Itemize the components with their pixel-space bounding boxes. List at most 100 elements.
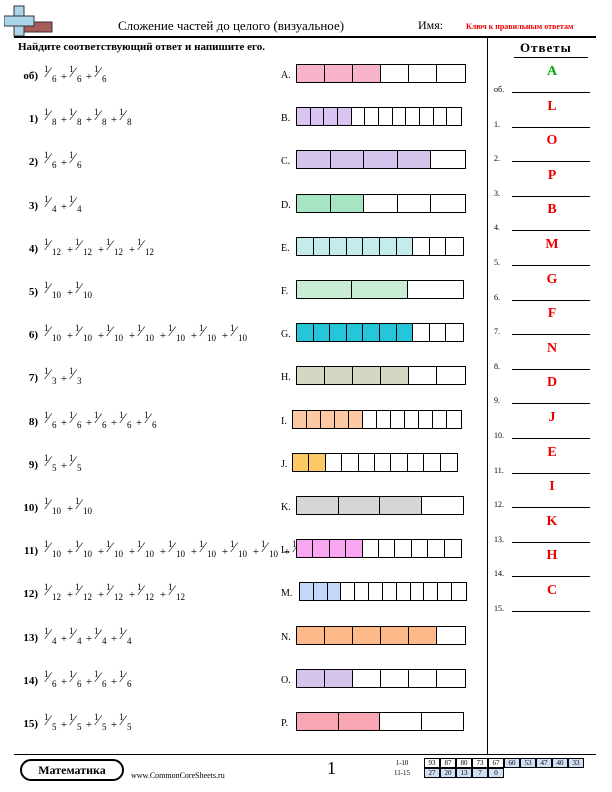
fraction-slash: ⁄ [72, 713, 75, 729]
fraction-denominator: 3 [77, 376, 82, 387]
option-letter: B. [281, 113, 291, 125]
answer-blank-line[interactable] [512, 126, 590, 128]
bar-cell-shaded [309, 453, 326, 471]
bar-cell-shaded [297, 151, 331, 169]
bar-cell-shaded [330, 194, 365, 212]
option-letter: J. [281, 458, 288, 470]
fraction-numerator: 1 [44, 193, 49, 204]
answer-blank-line[interactable] [512, 611, 590, 612]
answer-row: 14. H [494, 548, 598, 578]
answer-blank-line[interactable] [512, 334, 590, 336]
bar-cell-empty [395, 540, 412, 558]
fraction-denominator: 12 [114, 592, 123, 603]
unit-fraction: 1 ⁄ 6 [119, 669, 134, 691]
fraction-bar [292, 452, 458, 472]
unit-fraction: 1⁄10 [75, 323, 96, 345]
bar-cell-shaded [297, 367, 325, 385]
bar-cell-shaded [293, 410, 307, 428]
bar-cell-empty [365, 108, 379, 126]
unit-fraction: 1 ⁄ 4 [44, 626, 59, 648]
fraction-denominator: 4 [77, 203, 82, 214]
score-cell: 27 [424, 768, 440, 778]
option-letter: O. [281, 674, 291, 686]
answer-blank-line[interactable] [512, 195, 590, 197]
bar-cell-empty [379, 540, 396, 558]
question-row: 7) 1 ⁄ 3 +1 ⁄ 3 H. [0, 366, 485, 416]
fraction-numerator: 1 [69, 625, 74, 636]
bar-cell-empty [379, 108, 393, 126]
fraction-bar [299, 582, 467, 602]
bar-cell-empty [446, 324, 463, 341]
unit-fraction: 1⁄10 [44, 539, 65, 561]
bar-cell-shaded [297, 713, 339, 730]
fraction-slash: ⁄ [109, 237, 112, 254]
fraction-denominator: 5 [52, 462, 57, 473]
bar-cell-shaded [364, 151, 398, 169]
answer-row: 2. O [494, 133, 598, 163]
bar-cell-shaded [363, 324, 380, 342]
plus-sign: + [60, 416, 68, 429]
unit-fraction: 1⁄10 [199, 323, 220, 345]
answer-blank-line[interactable] [512, 576, 590, 578]
unit-fraction: 1 ⁄ 8 [44, 107, 59, 129]
score-cell: 60 [504, 758, 520, 768]
fraction-numerator: 1 [75, 582, 80, 593]
fraction-bar [296, 496, 464, 515]
answer-blank-line[interactable] [512, 161, 590, 163]
plus-sign: + [128, 589, 136, 602]
bar-cell-empty [434, 108, 448, 126]
fraction-expression: 1 ⁄ 5 +1 ⁄ 5 +1 ⁄ 5 +1 ⁄ 5 [44, 712, 134, 734]
unit-fraction: 1 ⁄ 4 [69, 194, 84, 216]
fraction-bar [296, 280, 464, 299]
fraction-numerator: 1 [168, 582, 173, 593]
answer-blank-line[interactable] [512, 368, 590, 370]
fraction-numerator: 1 [119, 625, 124, 636]
bar-cell-empty [430, 324, 447, 342]
fraction-bar [296, 712, 464, 731]
fraction-slash: ⁄ [122, 626, 125, 643]
fraction-denominator: 5 [77, 462, 82, 473]
bar-cell-shaded [353, 626, 381, 644]
fraction-expression: 1 ⁄ 6 +1 ⁄ 6 +1 ⁄ 6 +1 ⁄ 6 [44, 669, 134, 691]
fraction-numerator: 1 [69, 193, 74, 204]
question-number: 6) [28, 329, 38, 342]
answer-value: H [546, 548, 558, 564]
fraction-expression: 1 ⁄ 8 +1 ⁄ 8 +1 ⁄ 8 +1 ⁄ 8 [44, 107, 134, 129]
fraction-numerator: 1 [75, 539, 80, 550]
fraction-bar [296, 366, 466, 386]
answer-number: 6. [494, 292, 500, 302]
fraction-slash: ⁄ [78, 281, 81, 297]
fraction-slash: ⁄ [140, 583, 143, 600]
fraction-numerator: 1 [44, 236, 49, 247]
answer-value: F [547, 306, 557, 322]
plus-sign: + [110, 675, 118, 688]
answer-blank-line[interactable] [512, 472, 590, 474]
answer-blank-line[interactable] [512, 403, 590, 405]
answer-blank-line[interactable] [512, 541, 590, 543]
answer-blank-line[interactable] [512, 438, 590, 439]
site-url: www.CommonCoreSheets.ru [131, 771, 225, 780]
bar-cell-empty [408, 453, 425, 471]
question-row: 2) 1 ⁄ 6 +1 ⁄ 6 C. [0, 150, 485, 200]
fraction-slash: ⁄ [72, 626, 75, 643]
bar-cell-shaded [396, 324, 414, 342]
bar-cell-empty [411, 583, 425, 601]
fraction-numerator: 1 [106, 323, 111, 334]
answer-blank-line[interactable] [512, 230, 590, 232]
option-letter: N. [281, 631, 291, 643]
bar-cell-empty [393, 108, 407, 126]
option-letter: H. [281, 372, 291, 384]
fraction-numerator: 1 [44, 582, 49, 593]
unit-fraction: 1 ⁄ 12 [168, 582, 189, 604]
unit-fraction: 1 ⁄ 5 [119, 712, 134, 734]
fraction-slash: ⁄ [72, 194, 75, 211]
fraction-denominator: 10 [83, 333, 92, 344]
answer-blank-line[interactable] [512, 265, 590, 266]
unit-fraction: 1 ⁄ 6 [94, 64, 109, 86]
answer-number: 3. [494, 188, 500, 198]
answer-blank-line[interactable] [512, 507, 590, 509]
answer-blank-line[interactable] [512, 299, 590, 301]
unit-fraction: 1 ⁄ 6 [69, 64, 84, 86]
answer-blank-line[interactable] [512, 92, 590, 93]
fraction-numerator: 1 [69, 107, 74, 118]
